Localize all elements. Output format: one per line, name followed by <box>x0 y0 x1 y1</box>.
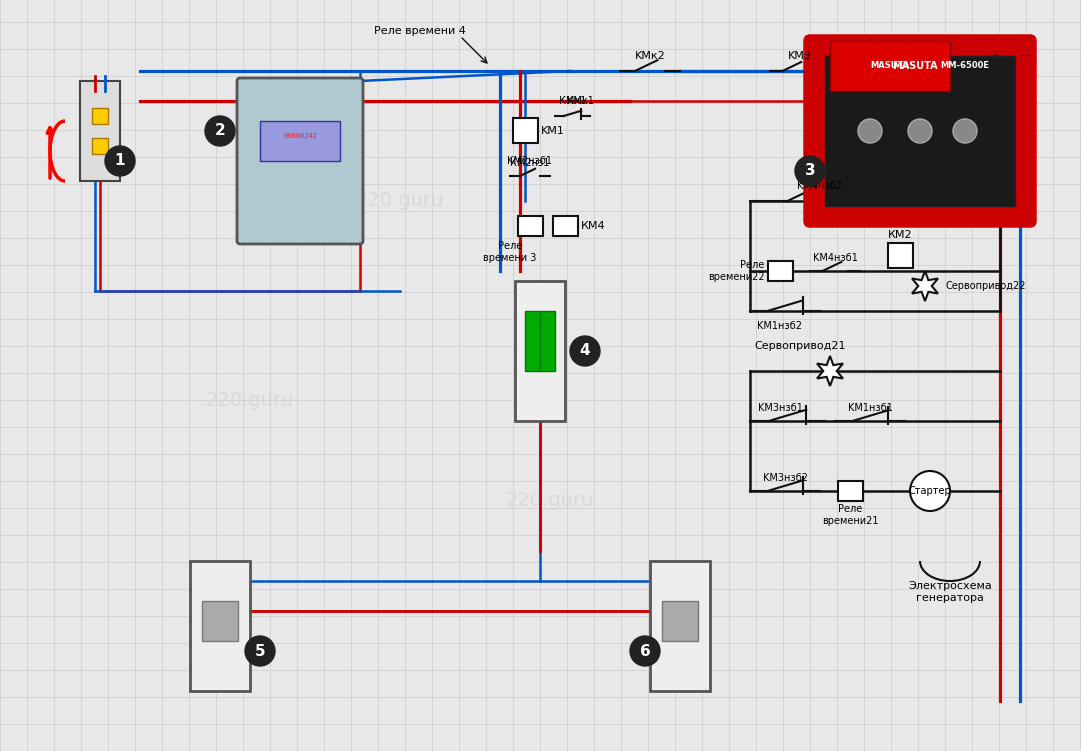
Text: KM3нзб2: KM3нзб2 <box>762 473 808 483</box>
Text: Сервопривод22: Сервопривод22 <box>945 281 1026 291</box>
Text: KM4нзб2: KM4нзб2 <box>798 181 842 191</box>
Bar <box>190 561 250 691</box>
Text: KMк2: KMк2 <box>635 51 666 61</box>
Polygon shape <box>912 271 938 301</box>
Bar <box>512 119 537 143</box>
Text: KM4нзб1: KM4нзб1 <box>813 253 857 263</box>
Text: КМ2нз1: КМ2нз1 <box>510 158 549 168</box>
Text: KM3нзб1: KM3нзб1 <box>758 403 802 413</box>
Circle shape <box>858 119 882 143</box>
Text: КМк1: КМк1 <box>559 96 586 106</box>
Bar <box>888 243 912 269</box>
Polygon shape <box>817 356 843 386</box>
Text: КМ2: КМ2 <box>888 231 912 240</box>
Text: KM1нзб1: KM1нзб1 <box>848 403 893 413</box>
Text: Стартер: Стартер <box>909 486 951 496</box>
Circle shape <box>795 156 825 186</box>
Bar <box>92 138 108 154</box>
Text: 1: 1 <box>115 153 125 168</box>
Text: 3: 3 <box>804 164 815 179</box>
Bar <box>825 56 1015 206</box>
Bar <box>768 261 792 281</box>
Circle shape <box>105 146 135 176</box>
Text: 2: 2 <box>215 123 225 138</box>
Bar <box>515 281 565 421</box>
Bar <box>92 108 108 124</box>
Text: KM3: KM3 <box>788 51 812 61</box>
FancyBboxPatch shape <box>237 78 363 244</box>
Circle shape <box>245 636 275 666</box>
Circle shape <box>908 119 932 143</box>
Text: 220.guru: 220.guru <box>356 192 444 210</box>
Text: KM2нзб1: KM2нзб1 <box>507 156 552 166</box>
Text: MASUTA: MASUTA <box>892 61 938 71</box>
Text: Реле
времени21: Реле времени21 <box>822 504 878 526</box>
Bar <box>80 81 120 181</box>
Text: 00000242: 00000242 <box>283 133 317 139</box>
Circle shape <box>205 116 235 146</box>
Text: Реле
времени 3: Реле времени 3 <box>483 241 536 263</box>
Text: 6: 6 <box>640 644 651 659</box>
Text: Электросхема
генератора: Электросхема генератора <box>908 581 992 602</box>
FancyBboxPatch shape <box>805 36 1035 226</box>
Bar <box>552 216 577 236</box>
Text: КМ4: КМ4 <box>580 221 605 231</box>
Text: MM-6500E: MM-6500E <box>940 62 989 71</box>
Text: +: + <box>990 50 1000 62</box>
Circle shape <box>953 119 977 143</box>
Text: KM1нзб2: KM1нзб2 <box>758 321 802 331</box>
Bar <box>838 481 863 501</box>
Text: Реле времени 4: Реле времени 4 <box>374 26 466 36</box>
Text: 4: 4 <box>579 343 590 358</box>
Bar <box>662 601 698 641</box>
Bar <box>261 121 341 161</box>
Bar <box>540 311 555 371</box>
Text: 220.guru: 220.guru <box>205 391 294 411</box>
Text: Сервопривод21: Сервопривод21 <box>755 341 845 351</box>
Bar <box>650 561 710 691</box>
Text: 220.guru: 220.guru <box>506 491 595 511</box>
Bar <box>525 311 540 371</box>
Circle shape <box>910 471 950 511</box>
Text: MASUTA: MASUTA <box>870 62 909 71</box>
Text: KM1: KM1 <box>540 126 564 136</box>
Text: Реле
времени22: Реле времени22 <box>708 260 764 282</box>
Text: KMк1: KMк1 <box>566 96 593 106</box>
Circle shape <box>630 636 660 666</box>
Bar <box>830 41 950 91</box>
Circle shape <box>570 336 600 366</box>
Text: −: − <box>1019 50 1030 62</box>
Bar <box>202 601 238 641</box>
Bar <box>518 216 543 236</box>
Text: 5: 5 <box>255 644 265 659</box>
